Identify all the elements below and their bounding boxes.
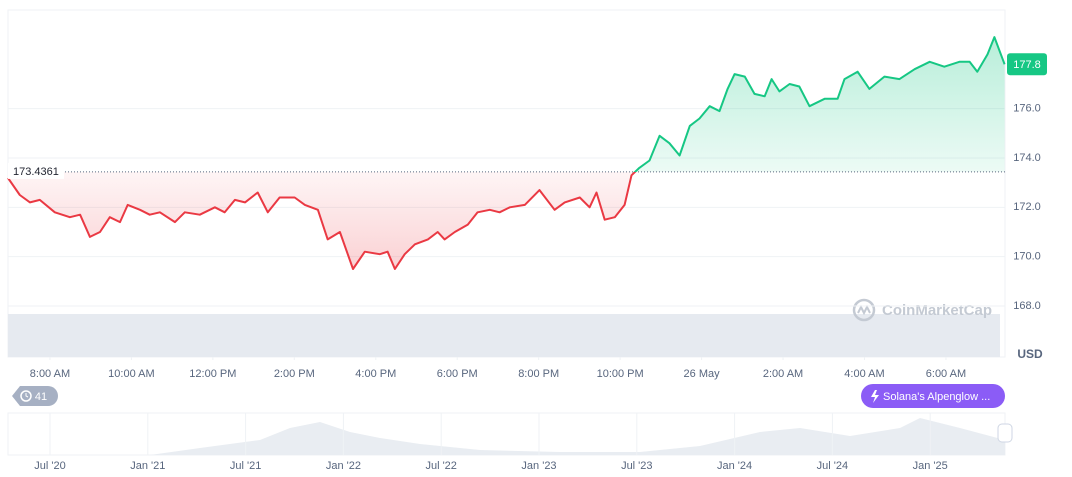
volume-band	[8, 314, 1000, 357]
navigator-label: Jan '25	[913, 460, 948, 472]
x-tick-label: 6:00 AM	[926, 368, 966, 380]
y-tick-label: 172.0	[1013, 201, 1041, 213]
navigator-label: Jul '24	[817, 460, 848, 472]
news-pill[interactable]: Solana's Alpenglow ...	[861, 384, 1005, 408]
x-tick-label: 8:00 AM	[30, 368, 70, 380]
navigator-label: Jul '22	[425, 460, 456, 472]
x-tick-label: 10:00 PM	[597, 368, 644, 380]
x-tick-label: 8:00 PM	[518, 368, 559, 380]
last-price-box	[1007, 53, 1047, 76]
news-text: Solana's Alpenglow ...	[883, 391, 990, 403]
y-axis-unit: USD	[1017, 347, 1043, 361]
price-line	[7, 36, 1006, 270]
watermark: CoinMarketCap	[882, 302, 992, 319]
x-tick-label: 4:00 AM	[844, 368, 884, 380]
navigator-handle[interactable]	[997, 423, 1013, 443]
x-tick-label: 26 May	[684, 368, 721, 380]
navigator-label: Jul '20	[34, 460, 65, 472]
badge[interactable]: 41	[12, 386, 58, 406]
baseline-label: 173.4361	[13, 166, 59, 178]
x-tick-label: 12:00 PM	[189, 368, 236, 380]
x-tick-label: 2:00 AM	[763, 368, 803, 380]
navigator-label: Jan '24	[717, 460, 752, 472]
x-tick-label: 10:00 AM	[108, 368, 154, 380]
badge-count: 41	[35, 391, 47, 403]
y-tick-label: 176.0	[1013, 103, 1041, 115]
last-price: 177.8	[1013, 59, 1041, 71]
navigator-silhouette	[8, 418, 1005, 455]
y-tick-label: 168.0	[1013, 300, 1041, 312]
x-tick-label: 6:00 PM	[437, 368, 478, 380]
price-area	[8, 37, 1005, 269]
navigator-label: Jan '22	[326, 460, 361, 472]
navigator-label: Jan '23	[521, 460, 556, 472]
x-tick-label: 4:00 PM	[355, 368, 396, 380]
y-tick-label: 170.0	[1013, 251, 1041, 263]
watermark-logo	[852, 298, 876, 322]
navigator-label: Jan '21	[130, 460, 165, 472]
y-tick-label: 174.0	[1013, 152, 1041, 164]
navigator-label: Jul '23	[621, 460, 652, 472]
baseline-label-bg	[8, 162, 64, 179]
navigator-label: Jul '21	[230, 460, 261, 472]
x-tick-label: 2:00 PM	[274, 368, 315, 380]
